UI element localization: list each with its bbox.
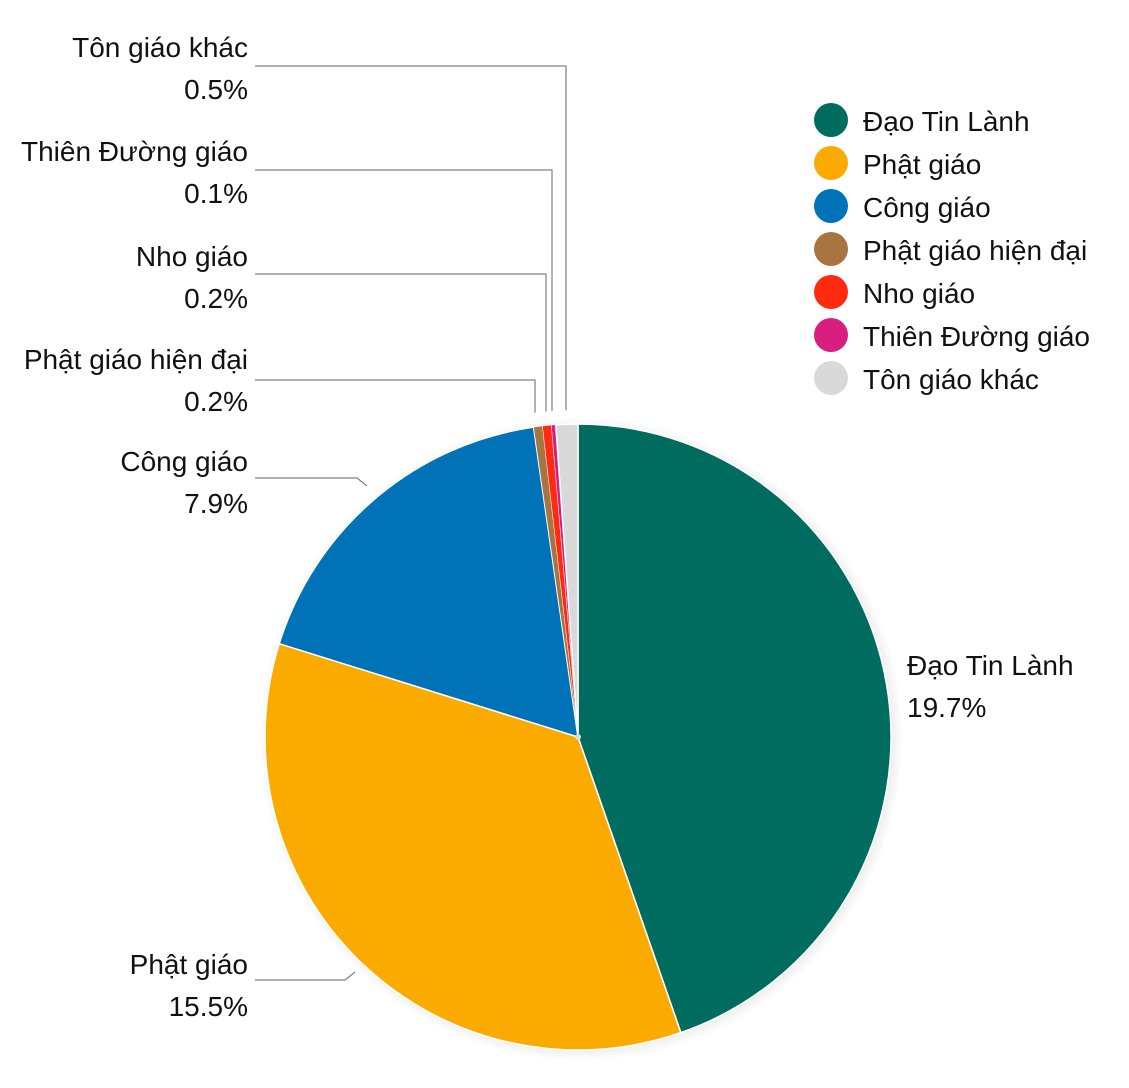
slice-label-phat-giao: Phật giáo: [130, 949, 248, 980]
legend-label-dao-tin-lanh: Đạo Tin Lành: [863, 106, 1030, 137]
legend-swatch-phat-giao-hien-dai: [814, 232, 848, 266]
slice-value-ton-giao-khac: 0.5%: [184, 74, 248, 105]
leader-line-nho-giao: [255, 273, 547, 412]
legend-label-thien-duong-giao: Thiên Đường giáo: [863, 321, 1090, 352]
leader-line-cong-giao: [255, 477, 368, 487]
legend-swatch-phat-giao: [814, 146, 848, 180]
legend: Đạo Tin Lành Phật giáo Công giáo Phật giáo …: [814, 103, 1090, 395]
pie-slice-cong-giao: [278, 426, 579, 739]
slice-label-dao-tin-lanh: Đạo Tin Lành: [907, 650, 1074, 681]
slice-label-thien-duong-giao: Thiên Đường giáo: [21, 136, 248, 167]
pie-slice-ton-giao-khac: [554, 423, 579, 738]
slice-value-nho-giao: 0.2%: [184, 283, 248, 314]
legend-swatch-nho-giao: [814, 275, 848, 309]
slice-value-dao-tin-lanh: 19.7%: [907, 692, 986, 723]
legend-swatch-dao-tin-lanh: [814, 103, 848, 137]
leader-line-phat-giao: [255, 971, 356, 981]
pie-slice-dao-tin-lanh: [577, 423, 892, 1034]
legend-swatch-thien-duong-giao: [814, 318, 848, 352]
leader-line-ton-giao-khac: [255, 65, 567, 411]
slice-value-cong-giao: 7.9%: [184, 488, 248, 519]
legend-label-ton-giao-khac: Tôn giáo khác: [863, 364, 1039, 395]
slice-label-ton-giao-khac: Tôn giáo khác: [72, 32, 248, 63]
slice-value-phat-giao: 15.5%: [169, 991, 248, 1022]
slice-label-cong-giao: Công giáo: [120, 446, 248, 477]
legend-label-cong-giao: Công giáo: [863, 192, 991, 223]
slice-value-phat-giao-hien-dai: 0.2%: [184, 386, 248, 417]
legend-swatch-ton-giao-khac: [814, 361, 848, 395]
pie-center-dot: [575, 734, 581, 740]
slice-label-nho-giao: Nho giáo: [136, 241, 248, 272]
slice-labels: Đạo Tin Lành 19.7% Phật giáo 15.5% Công giáo…: [21, 32, 1074, 1022]
legend-label-phat-giao: Phật giáo: [863, 149, 981, 180]
leader-lines: [255, 65, 567, 981]
legend-label-phat-giao-hien-dai: Phật giáo hiện đại: [863, 235, 1087, 266]
pie-slices: [264, 423, 892, 1051]
slice-label-phat-giao-hien-dai: Phật giáo hiện đại: [24, 344, 248, 375]
pie-slice-phat-giao: [264, 642, 682, 1051]
legend-swatch-cong-giao: [814, 189, 848, 223]
legend-label-nho-giao: Nho giáo: [863, 278, 975, 309]
leader-line-phat-giao-hien-dai: [255, 379, 536, 413]
leader-line-thien-duong-giao: [255, 169, 553, 411]
slice-value-thien-duong-giao: 0.1%: [184, 178, 248, 209]
